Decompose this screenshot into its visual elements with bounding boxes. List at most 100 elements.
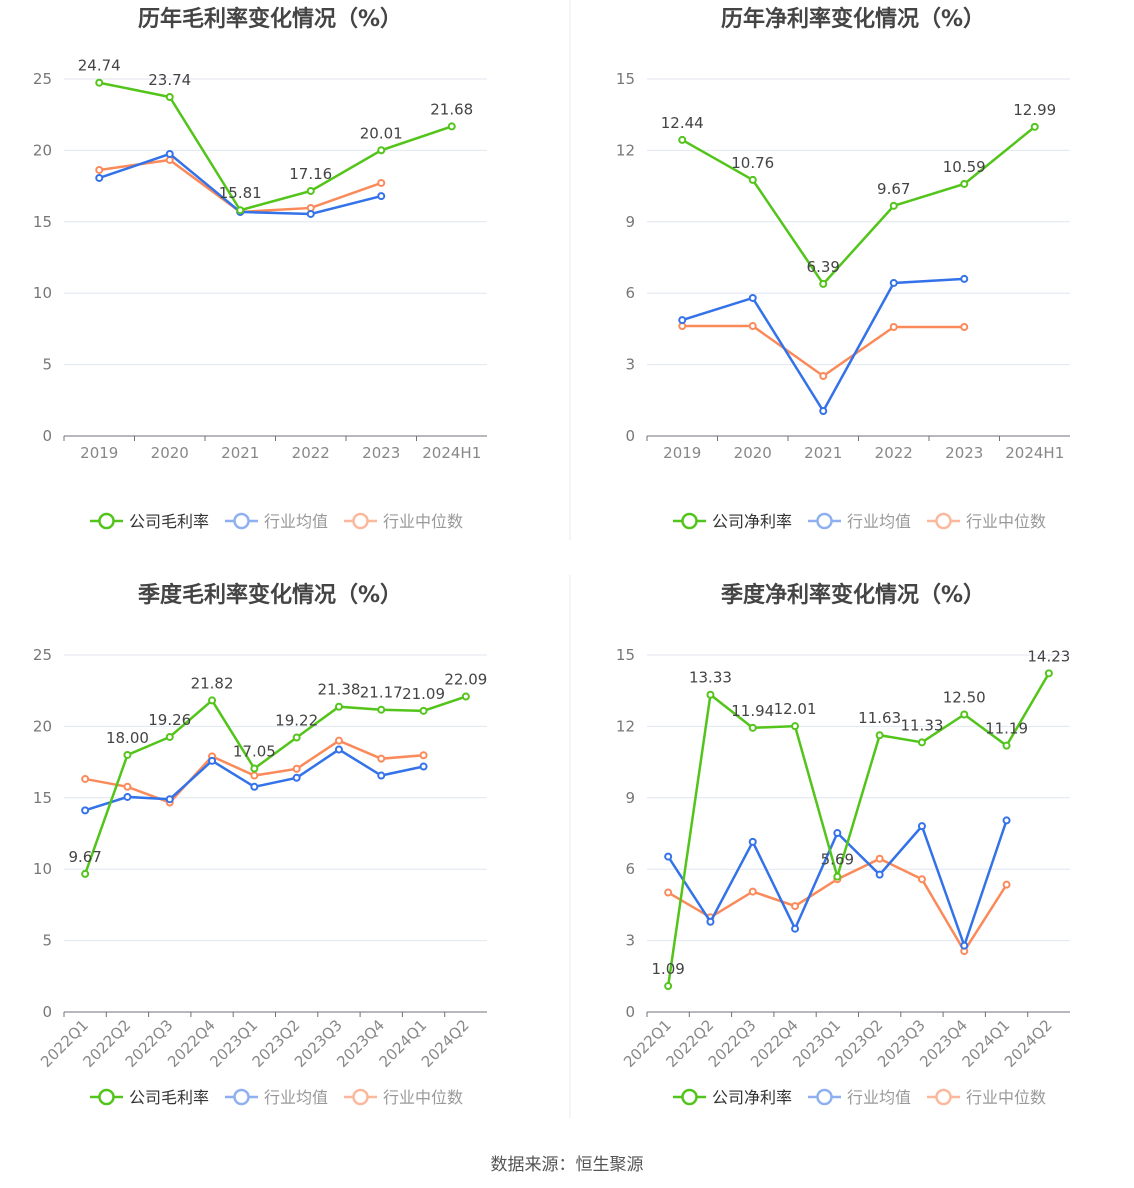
data-point	[889, 322, 898, 331]
x-tick-label: 2023	[945, 444, 983, 462]
chart-title: 历年净利率变化情况（%）	[721, 6, 985, 32]
chart-panel-2: 历年净利率变化情况（%） 0 3 6 9 12 15 2019 2020 2021 2022 2023…	[616, 6, 1070, 531]
data-point	[250, 764, 259, 773]
legend-label: 行业均值	[847, 1088, 911, 1107]
series-line-行业均值	[681, 277, 965, 414]
data-point	[377, 705, 386, 714]
x-tick-label: 2021	[221, 444, 259, 462]
legend-label: 行业中位数	[966, 1088, 1046, 1107]
y-tick-label: 0	[42, 427, 52, 445]
data-label: 24.74	[78, 57, 121, 75]
legend-circle-icon	[233, 1088, 250, 1106]
data-point	[334, 736, 343, 745]
data-point	[81, 806, 90, 815]
data-point	[461, 692, 470, 701]
data-label: 1.09	[651, 960, 684, 978]
data-label: 21.17	[360, 684, 403, 702]
y-tick-label: 0	[625, 427, 635, 445]
y-tick-label: 25	[33, 70, 52, 88]
legend-circle-icon	[935, 1088, 952, 1106]
x-tick-label: 2020	[151, 444, 189, 462]
data-point	[447, 122, 456, 131]
legend-circle-icon	[816, 1088, 833, 1106]
x-tick-label: 2024Q2	[1001, 1016, 1056, 1071]
data-point	[917, 738, 926, 747]
data-point	[1002, 880, 1011, 889]
legend-item-行业中位数[interactable]: 行业中位数	[344, 1088, 463, 1107]
data-point	[250, 782, 259, 791]
legend-circle-icon	[681, 1088, 698, 1106]
y-tick-label: 10	[33, 860, 52, 878]
x-tick-label: 2019	[663, 444, 701, 462]
data-point	[306, 186, 315, 195]
legend-label: 行业均值	[264, 1088, 328, 1107]
legend-item-公司毛利率[interactable]: 公司毛利率	[90, 512, 209, 531]
data-point	[875, 854, 884, 863]
legend-label: 公司毛利率	[129, 1088, 209, 1107]
data-point	[664, 852, 673, 861]
legend-item-行业中位数[interactable]: 行业中位数	[344, 512, 463, 531]
data-label: 11.94	[731, 702, 774, 720]
data-point	[165, 149, 174, 158]
chart-panel-4: 季度净利率变化情况（%）036912152022Q12022Q22022Q320…	[616, 582, 1070, 1107]
data-point	[1044, 669, 1053, 678]
data-label: 21.82	[191, 674, 234, 692]
data-point	[664, 888, 673, 897]
y-tick-label: 3	[625, 932, 635, 950]
legend-label: 行业均值	[264, 512, 328, 531]
x-tick-label: 2024H1	[1005, 444, 1064, 462]
legend-item-行业均值[interactable]: 行业均值	[225, 512, 328, 531]
y-tick-label: 20	[33, 141, 52, 159]
data-point	[292, 764, 301, 773]
data-point	[123, 782, 132, 791]
data-point	[292, 773, 301, 782]
data-point	[419, 762, 428, 771]
data-label: 22.09	[444, 671, 487, 689]
y-tick-label: 15	[616, 70, 635, 88]
x-tick-label: 2020	[734, 444, 772, 462]
x-tick-label: 2019	[80, 444, 118, 462]
y-tick-label: 15	[33, 789, 52, 807]
data-point	[819, 279, 828, 288]
legend-label: 行业中位数	[383, 512, 463, 531]
data-point	[306, 209, 315, 218]
y-tick-label: 12	[616, 717, 635, 735]
legend-item-行业中位数[interactable]: 行业中位数	[927, 512, 1046, 531]
data-label: 12.01	[774, 700, 817, 718]
data-point	[819, 372, 828, 381]
data-label: 12.44	[661, 114, 704, 132]
legend-item-行业均值[interactable]: 行业均值	[808, 512, 911, 531]
legend-item-行业均值[interactable]: 行业均值	[808, 1088, 911, 1107]
legend-circle-icon	[98, 512, 115, 530]
data-label: 9.67	[877, 180, 910, 198]
data-point	[208, 756, 217, 765]
data-point	[791, 924, 800, 933]
data-label: 17.16	[289, 165, 332, 183]
data-label: 14.23	[1027, 647, 1070, 665]
data-label: 11.33	[900, 716, 943, 734]
x-tick-label: 2023	[362, 444, 400, 462]
data-label: 10.59	[943, 158, 986, 176]
data-point	[292, 733, 301, 742]
y-tick-label: 10	[33, 284, 52, 302]
data-point	[123, 792, 132, 801]
legend-item-公司净利率[interactable]: 公司净利率	[673, 1088, 792, 1107]
legend-item-行业均值[interactable]: 行业均值	[225, 1088, 328, 1107]
legend-item-公司毛利率[interactable]: 公司毛利率	[90, 1088, 209, 1107]
legend-item-行业中位数[interactable]: 行业中位数	[927, 1088, 1046, 1107]
series-line-公司净利率	[681, 125, 1036, 286]
data-point	[748, 723, 757, 732]
legend-label: 行业中位数	[383, 1088, 463, 1107]
data-point	[419, 751, 428, 760]
data-label: 21.38	[317, 681, 360, 699]
legend-item-公司净利率[interactable]: 公司净利率	[673, 512, 792, 531]
data-point	[95, 173, 104, 182]
legend-circle-icon	[935, 512, 952, 530]
data-point	[165, 795, 174, 804]
legend-circle-icon	[681, 512, 698, 530]
data-point	[819, 407, 828, 416]
data-point	[917, 822, 926, 831]
data-point	[875, 870, 884, 879]
y-tick-label: 0	[625, 1003, 635, 1021]
